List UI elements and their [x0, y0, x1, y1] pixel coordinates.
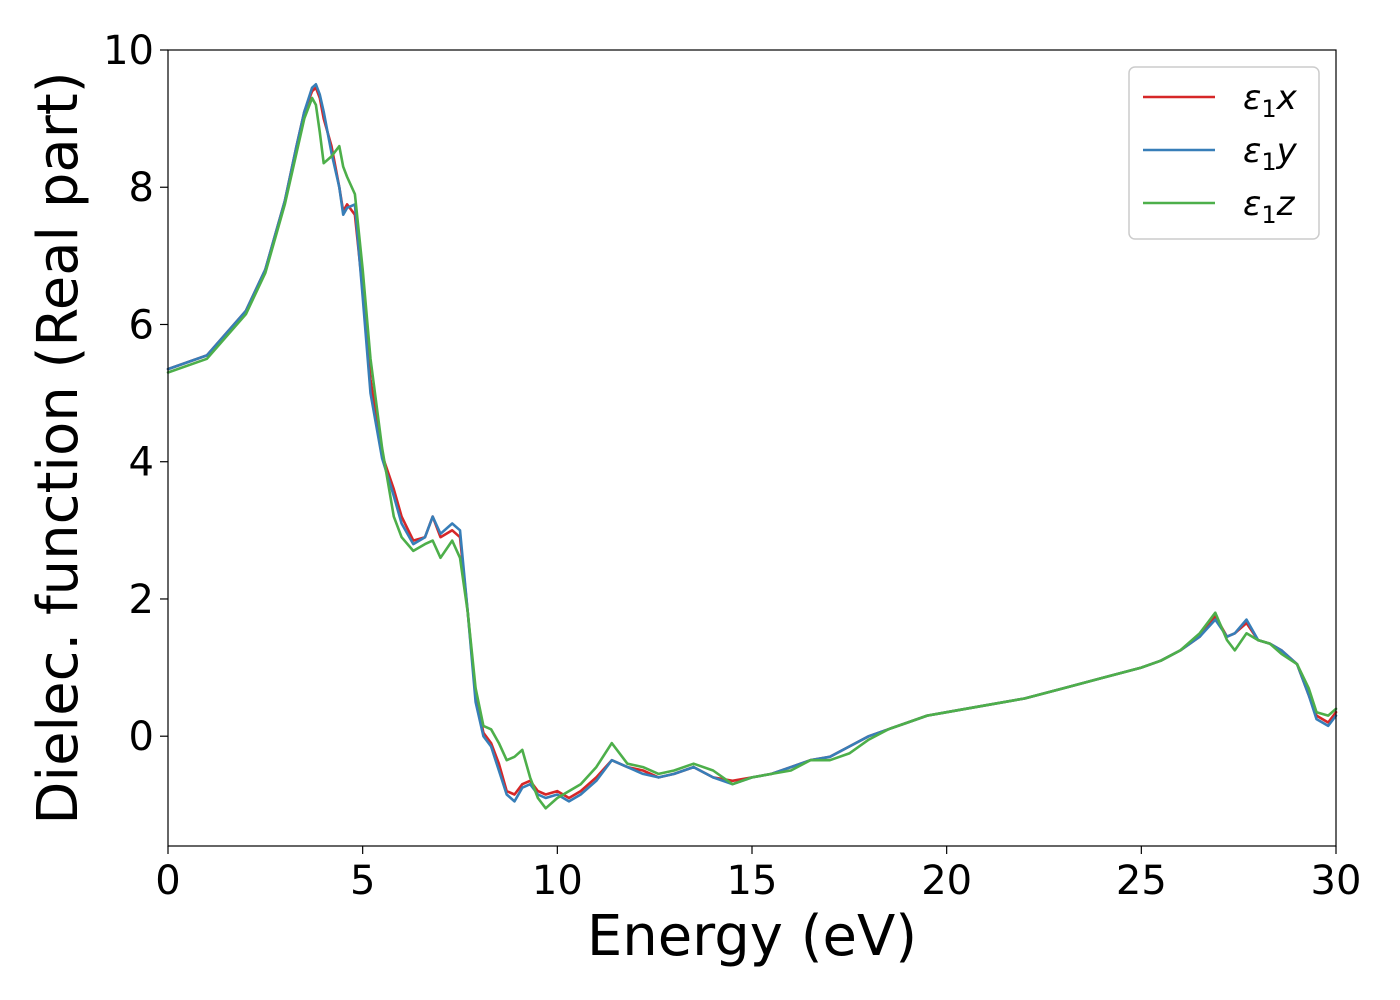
- x-tick-label: 10: [532, 858, 583, 904]
- legend-subscript: 1: [1261, 95, 1276, 123]
- legend-subscript: 1: [1261, 148, 1276, 176]
- x-tick-label: 20: [921, 858, 972, 904]
- x-tick-label: 0: [155, 858, 180, 904]
- legend-frame: [1128, 66, 1320, 240]
- x-tick-label: 5: [350, 858, 375, 904]
- y-axis-ticks: 0 2 4 6 8 10: [103, 28, 168, 760]
- y-tick-label: 6: [129, 302, 154, 348]
- y-tick-label: 10: [103, 28, 154, 74]
- x-axis-label: Energy (eV): [587, 904, 917, 969]
- legend-variable: z: [1276, 184, 1296, 224]
- legend-label-y: ε1y: [1243, 131, 1298, 176]
- legend-symbol: ε: [1243, 184, 1261, 224]
- legend-label-x: ε1x: [1243, 78, 1298, 123]
- legend-variable: x: [1276, 78, 1298, 118]
- legend-symbol: ε: [1243, 78, 1261, 118]
- series-layer: [166, 83, 1338, 810]
- y-tick-label: 4: [129, 440, 154, 486]
- legend-label-z: ε1z: [1243, 184, 1296, 229]
- legend-variable: y: [1276, 131, 1298, 171]
- y-axis-label: Dielec. function (Real part): [26, 71, 91, 824]
- x-axis-ticks: 0 5 10 15 20 25 30: [155, 846, 1361, 904]
- y-tick-label: 8: [129, 165, 154, 211]
- legend-subscript: 1: [1261, 201, 1276, 229]
- x-tick-label: 25: [1116, 858, 1167, 904]
- y-tick-label: 0: [129, 714, 154, 760]
- series-line-z: [166, 96, 1338, 810]
- x-tick-label: 15: [727, 858, 778, 904]
- legend-symbol: ε: [1243, 131, 1261, 171]
- y-tick-label: 2: [129, 577, 154, 623]
- x-tick-label: 30: [1311, 858, 1362, 904]
